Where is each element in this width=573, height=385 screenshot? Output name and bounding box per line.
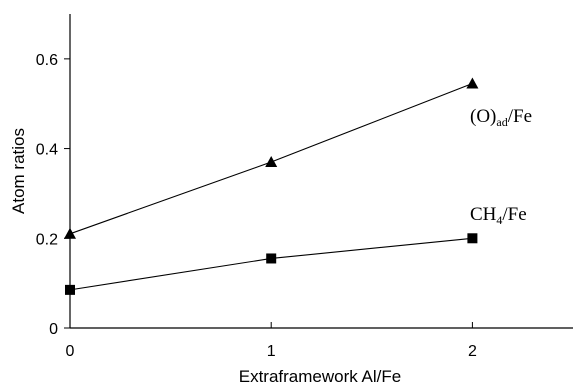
y-tick-label: 0.6 (36, 52, 58, 69)
series-label-ch4-fe: CH4/Fe (470, 204, 527, 227)
y-tick-label: 0 (49, 321, 58, 338)
data-point-square (467, 233, 478, 244)
series-line-1 (69, 237, 473, 291)
x-tick-label: 0 (66, 343, 75, 360)
series-markers (64, 77, 479, 295)
y-axis-title: Atom ratios (9, 128, 28, 214)
y-ticks: 0 0.2 0.4 0.6 (36, 52, 70, 338)
data-point-square (65, 284, 75, 295)
data-point-triangle (64, 227, 76, 239)
x-ticks: 0 1 2 (66, 322, 477, 360)
series-labels: (O)ad/Fe CH4/Fe (470, 106, 532, 227)
x-tick-label: 2 (468, 343, 477, 360)
series-label-oad-fe: (O)ad/Fe (470, 106, 532, 129)
x-tick-label: 1 (267, 343, 276, 360)
x-axis-title: Extraframework Al/Fe (239, 367, 402, 385)
data-point-triangle (466, 77, 479, 89)
data-point-triangle (265, 156, 278, 168)
y-tick-label: 0.2 (36, 231, 58, 248)
axes (69, 14, 573, 329)
data-point-square (266, 253, 277, 264)
y-tick-label: 0.4 (36, 142, 58, 159)
